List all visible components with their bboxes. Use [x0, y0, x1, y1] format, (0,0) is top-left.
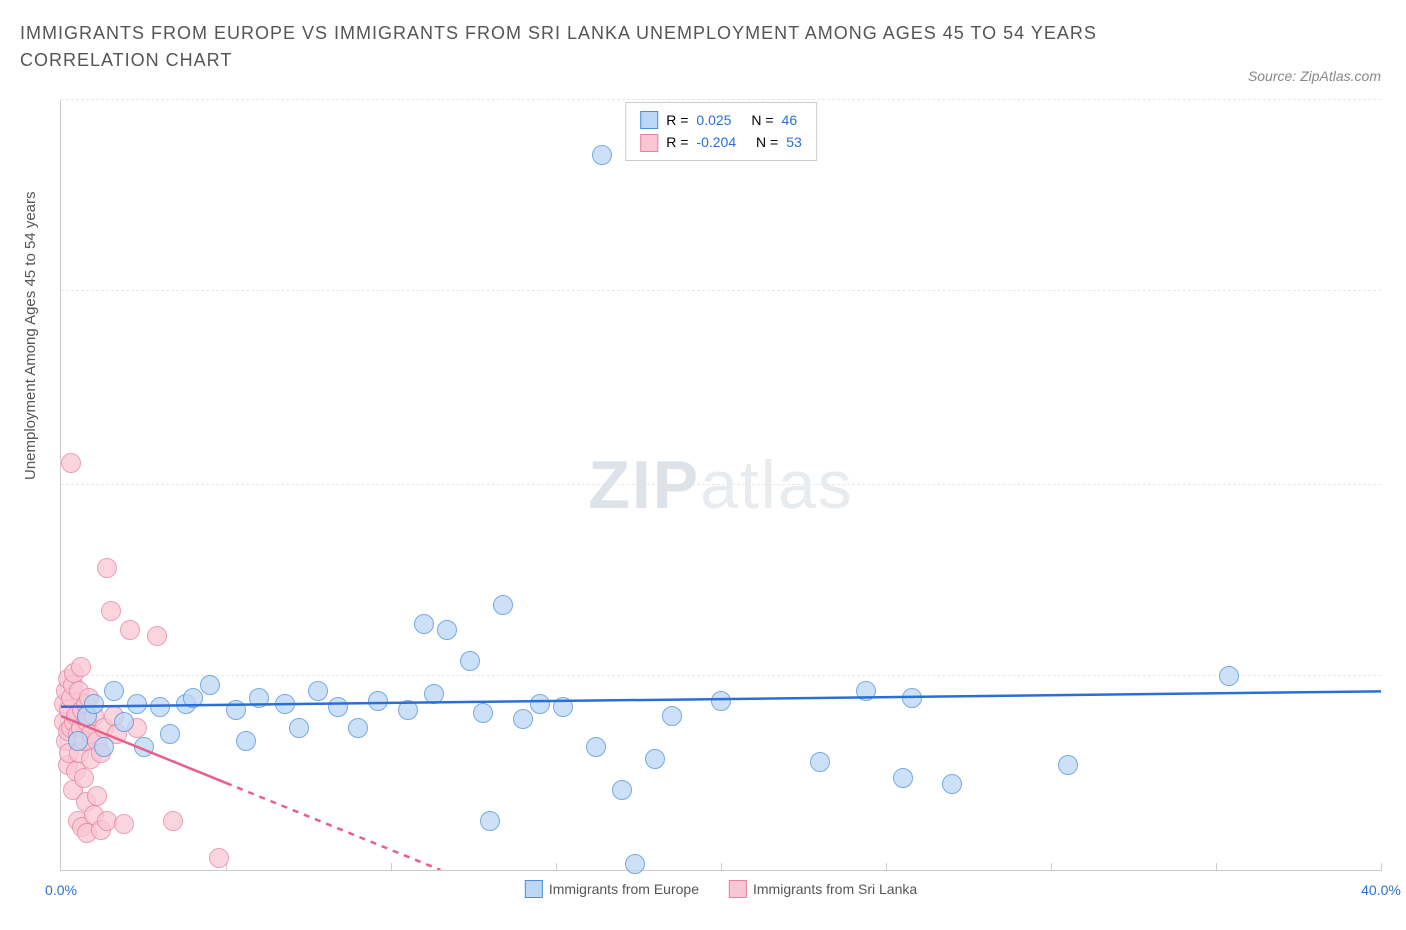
swatch-pink-icon [640, 134, 658, 152]
trend-lines [61, 100, 1381, 870]
swatch-pink-icon [729, 880, 747, 898]
data-point-blue [94, 737, 114, 757]
r-value: 0.025 [696, 109, 731, 131]
gridline-h [61, 290, 1381, 291]
data-point-blue [856, 681, 876, 701]
gridline-v [1216, 863, 1217, 871]
data-point-blue [1058, 755, 1078, 775]
gridline-v [556, 863, 557, 871]
chart-title: IMMIGRANTS FROM EUROPE VS IMMIGRANTS FRO… [20, 20, 1120, 74]
gridline-v [1381, 863, 1382, 871]
data-point-blue [249, 688, 269, 708]
data-point-blue [127, 694, 147, 714]
r-value: -0.204 [696, 131, 736, 153]
data-point-blue [493, 595, 513, 615]
data-point-blue [200, 675, 220, 695]
n-value: 53 [786, 131, 802, 153]
data-point-blue [134, 737, 154, 757]
correlation-legend: R = 0.025 N = 46 R = -0.204 N = 53 [625, 102, 817, 161]
data-point-blue [348, 718, 368, 738]
gridline-v [886, 863, 887, 871]
data-point-pink [71, 657, 91, 677]
data-point-blue [368, 691, 388, 711]
data-point-blue [183, 688, 203, 708]
x-tick-label: 40.0% [1361, 882, 1401, 898]
data-point-blue [424, 684, 444, 704]
data-point-pink [209, 848, 229, 868]
n-label: N = [756, 131, 778, 153]
data-point-pink [101, 601, 121, 621]
source-label: Source: ZipAtlas.com [1248, 68, 1381, 84]
data-point-blue [328, 697, 348, 717]
legend-item-srilanka: Immigrants from Sri Lanka [729, 880, 917, 898]
scatter-plot: ZIPatlas R = 0.025 N = 46 R = -0.204 N =… [60, 100, 1381, 871]
data-point-pink [163, 811, 183, 831]
data-point-blue [513, 709, 533, 729]
data-point-blue [275, 694, 295, 714]
data-point-blue [308, 681, 328, 701]
data-point-blue [460, 651, 480, 671]
data-point-blue [592, 145, 612, 165]
data-point-blue [114, 712, 134, 732]
r-label: R = [666, 109, 688, 131]
gridline-v [391, 863, 392, 871]
n-value: 46 [782, 109, 798, 131]
data-point-blue [810, 752, 830, 772]
n-label: N = [751, 109, 773, 131]
swatch-blue-icon [525, 880, 543, 898]
legend-label: Immigrants from Sri Lanka [753, 881, 917, 897]
data-point-pink [147, 626, 167, 646]
y-tick-label: 12.5% [1391, 461, 1406, 477]
data-point-blue [473, 703, 493, 723]
data-point-blue [480, 811, 500, 831]
r-label: R = [666, 131, 688, 153]
data-point-blue [104, 681, 124, 701]
gridline-v [721, 863, 722, 871]
x-tick-label: 0.0% [45, 882, 77, 898]
data-point-pink [120, 620, 140, 640]
data-point-blue [625, 854, 645, 874]
data-point-blue [160, 724, 180, 744]
data-point-pink [74, 768, 94, 788]
data-point-blue [645, 749, 665, 769]
legend-item-europe: Immigrants from Europe [525, 880, 699, 898]
data-point-pink [61, 453, 81, 473]
watermark: ZIPatlas [588, 446, 853, 524]
data-point-blue [226, 700, 246, 720]
data-point-pink [114, 814, 134, 834]
y-axis-label: Unemployment Among Ages 45 to 54 years [22, 191, 39, 480]
data-point-blue [942, 774, 962, 794]
data-point-blue [711, 691, 731, 711]
data-point-blue [553, 697, 573, 717]
data-point-blue [586, 737, 606, 757]
data-point-pink [97, 558, 117, 578]
series-legend: Immigrants from Europe Immigrants from S… [525, 880, 917, 898]
y-tick-label: 6.3% [1391, 652, 1406, 668]
data-point-blue [414, 614, 434, 634]
gridline-h [61, 675, 1381, 676]
gridline-h [61, 99, 1381, 100]
data-point-blue [84, 694, 104, 714]
data-point-blue [289, 718, 309, 738]
legend-label: Immigrants from Europe [549, 881, 699, 897]
data-point-blue [1219, 666, 1239, 686]
data-point-blue [398, 700, 418, 720]
gridline-v [1051, 863, 1052, 871]
data-point-blue [236, 731, 256, 751]
data-point-blue [662, 706, 682, 726]
gridline-h [61, 484, 1381, 485]
data-point-blue [612, 780, 632, 800]
data-point-pink [87, 786, 107, 806]
data-point-blue [68, 731, 88, 751]
y-tick-label: 18.8% [1391, 267, 1406, 283]
swatch-blue-icon [640, 111, 658, 129]
data-point-blue [150, 697, 170, 717]
legend-row-blue: R = 0.025 N = 46 [640, 109, 802, 131]
data-point-blue [530, 694, 550, 714]
data-point-blue [437, 620, 457, 640]
data-point-blue [902, 688, 922, 708]
data-point-blue [893, 768, 913, 788]
legend-row-pink: R = -0.204 N = 53 [640, 131, 802, 153]
